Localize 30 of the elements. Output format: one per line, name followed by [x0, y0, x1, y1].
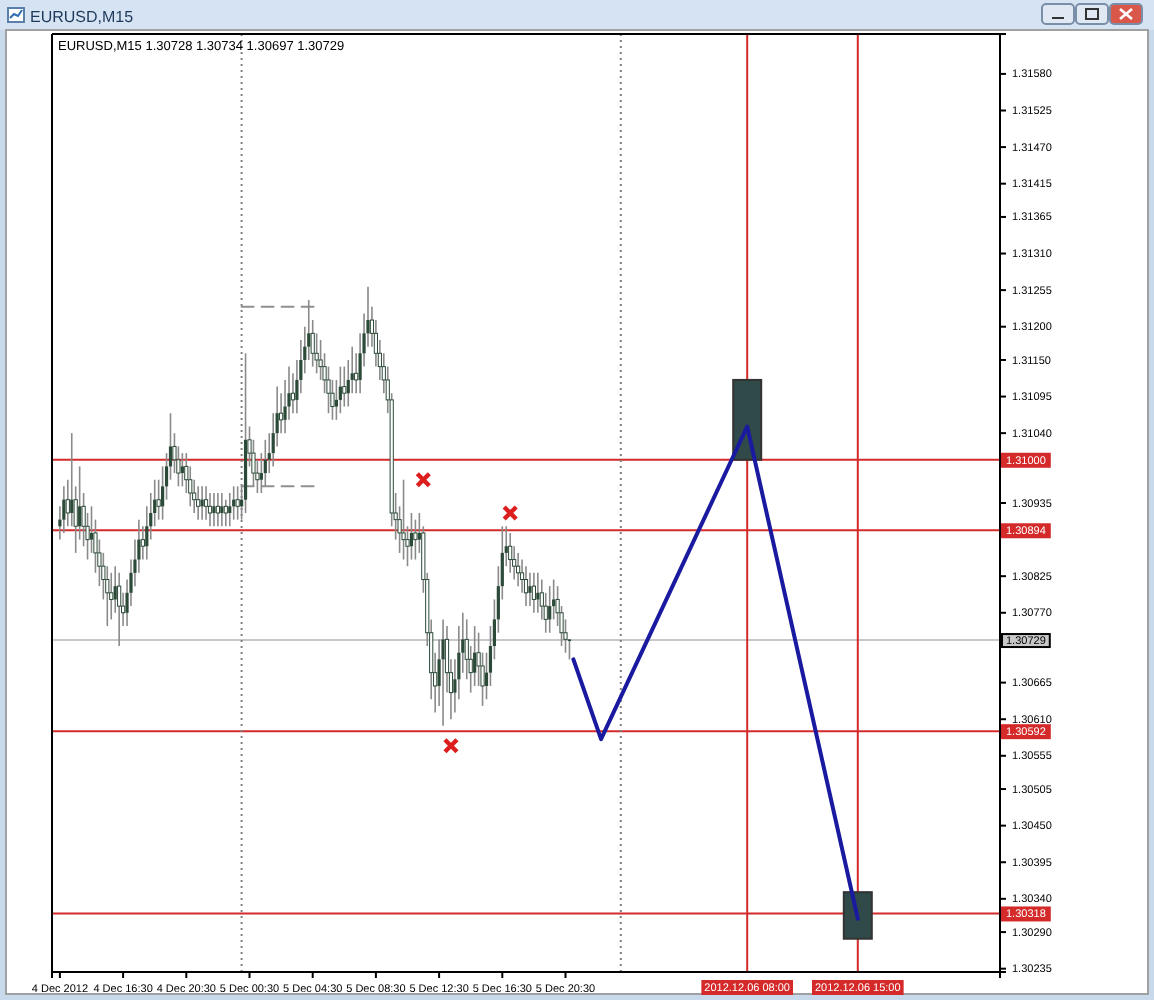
candlestick: [220, 492, 224, 528]
candlestick: [212, 492, 216, 528]
candlestick: [117, 572, 122, 647]
candlestick: [62, 485, 66, 534]
candlestick: [203, 485, 209, 521]
candlestick: [342, 365, 347, 408]
candlestick: [109, 572, 114, 621]
candlestick: [473, 625, 477, 687]
candlestick: [196, 485, 201, 521]
candlestick: [207, 492, 213, 528]
candlestick: [516, 552, 521, 587]
candlestick: [409, 512, 414, 561]
point: [442, 737, 460, 755]
candlestick: [215, 492, 220, 528]
candlestick: [528, 572, 532, 607]
line-series: [571, 424, 860, 921]
candlestick: [235, 485, 240, 521]
candlestick: [228, 492, 232, 528]
candlestick: [401, 478, 406, 561]
point: [415, 471, 432, 488]
chart-title: EURUSD,M15: [30, 8, 135, 26]
candlestick: [531, 572, 536, 614]
candlestick: [180, 452, 184, 488]
candlestick: [338, 365, 342, 414]
point: [502, 504, 519, 522]
candlestick: [523, 565, 529, 607]
candlestick: [441, 618, 445, 727]
candlestick: [548, 585, 552, 634]
candlestick: [223, 498, 228, 528]
candlestick: [508, 532, 513, 574]
